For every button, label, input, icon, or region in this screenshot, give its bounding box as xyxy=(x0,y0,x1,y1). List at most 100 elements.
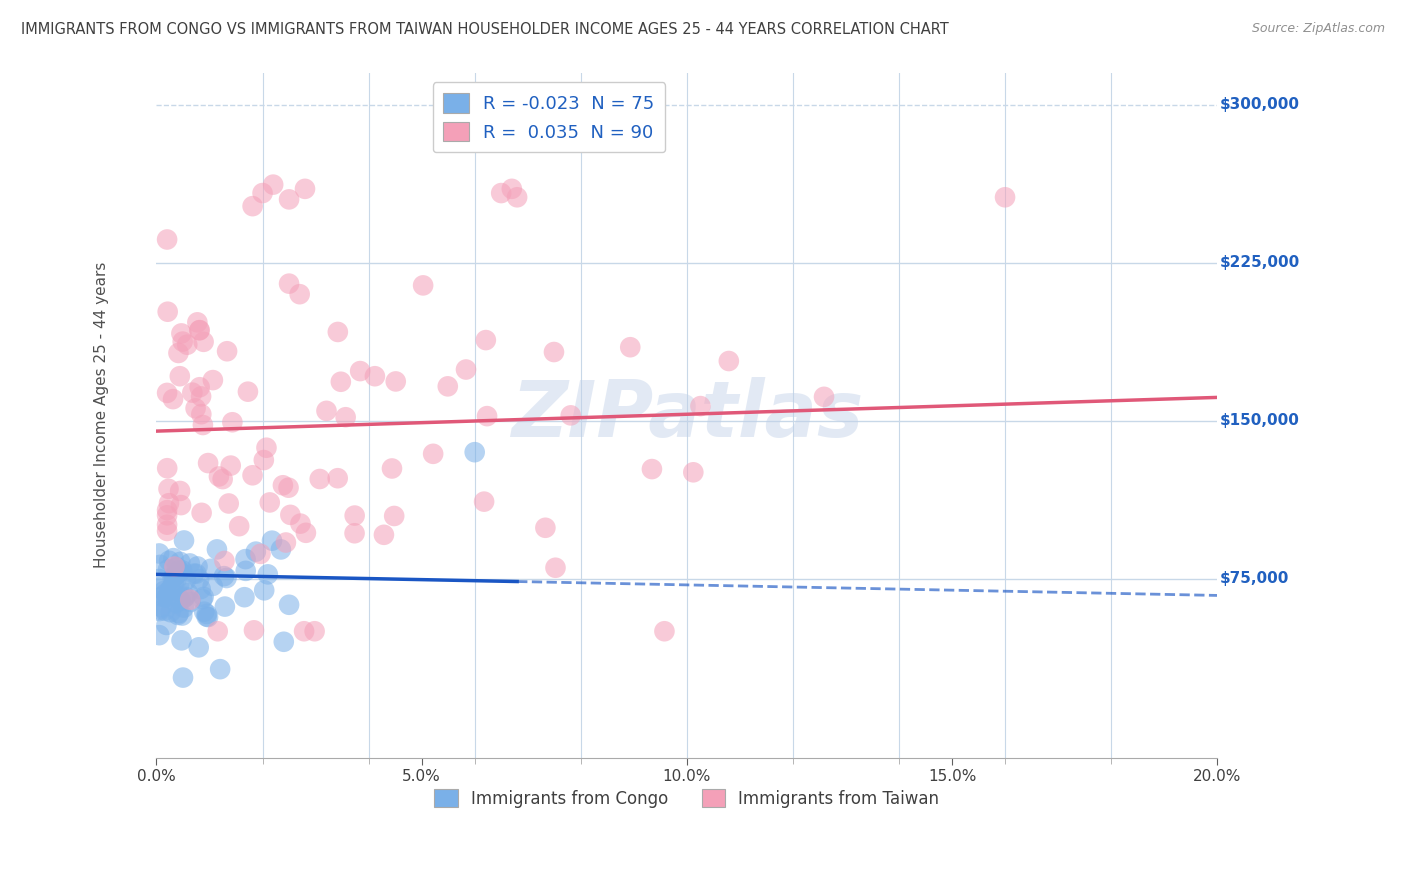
Point xyxy=(195,609,218,624)
Point xyxy=(148,602,170,616)
Point xyxy=(169,555,191,569)
Point xyxy=(292,624,315,639)
Point xyxy=(176,337,198,351)
Point xyxy=(364,369,387,384)
Point xyxy=(172,563,194,577)
Point xyxy=(343,526,366,541)
Point xyxy=(252,186,274,200)
Point xyxy=(148,604,170,618)
Point xyxy=(162,551,184,566)
Text: Source: ZipAtlas.com: Source: ZipAtlas.com xyxy=(1251,22,1385,36)
Point xyxy=(173,533,195,548)
Point xyxy=(619,340,641,354)
Point xyxy=(212,569,235,583)
Point xyxy=(253,453,276,467)
Point xyxy=(165,596,187,610)
Point xyxy=(349,364,371,378)
Point xyxy=(335,410,357,425)
Point xyxy=(218,496,240,510)
Point xyxy=(190,407,212,421)
Point xyxy=(148,581,170,595)
Point xyxy=(167,563,190,577)
Point xyxy=(190,582,212,596)
Point xyxy=(172,608,194,623)
Point xyxy=(157,562,180,576)
Point xyxy=(165,573,187,587)
Text: IMMIGRANTS FROM CONGO VS IMMIGRANTS FROM TAIWAN HOUSEHOLDER INCOME AGES 25 - 44 : IMMIGRANTS FROM CONGO VS IMMIGRANTS FROM… xyxy=(21,22,949,37)
Point xyxy=(186,315,208,329)
Point xyxy=(157,554,180,568)
Point xyxy=(654,624,676,639)
Point xyxy=(159,605,181,619)
Point xyxy=(188,380,211,394)
Text: ZIPatlas: ZIPatlas xyxy=(510,377,863,453)
Point xyxy=(717,354,740,368)
Point xyxy=(169,593,191,607)
Point xyxy=(326,325,349,339)
Point xyxy=(560,409,582,423)
Point xyxy=(156,385,179,400)
Point xyxy=(253,583,276,598)
Point xyxy=(179,592,201,607)
Point xyxy=(170,498,193,512)
Point xyxy=(994,190,1017,204)
Point xyxy=(188,323,211,337)
Point xyxy=(475,409,498,424)
Point xyxy=(382,508,405,523)
Point xyxy=(381,461,404,475)
Point xyxy=(153,584,176,599)
Point xyxy=(172,334,194,349)
Point xyxy=(641,462,664,476)
Point xyxy=(162,572,184,586)
Point xyxy=(209,662,232,676)
Point xyxy=(197,456,219,470)
Text: $150,000: $150,000 xyxy=(1219,413,1299,428)
Point xyxy=(155,586,177,600)
Point xyxy=(472,494,495,508)
Point xyxy=(506,190,529,204)
Point xyxy=(163,569,186,583)
Point xyxy=(150,600,173,615)
Point xyxy=(245,544,267,558)
Point xyxy=(436,379,458,393)
Point xyxy=(278,598,301,612)
Point xyxy=(169,369,191,384)
Point xyxy=(277,481,299,495)
Point xyxy=(162,392,184,406)
Point xyxy=(249,547,271,561)
Point xyxy=(169,483,191,498)
Point xyxy=(221,415,243,429)
Point xyxy=(308,472,330,486)
Point xyxy=(205,542,228,557)
Point xyxy=(186,559,208,574)
Point xyxy=(173,600,195,615)
Point xyxy=(214,554,236,568)
Point xyxy=(193,605,215,619)
Point xyxy=(256,567,278,582)
Point xyxy=(166,560,188,574)
Point xyxy=(148,628,170,642)
Point xyxy=(278,193,301,207)
Point xyxy=(262,178,284,192)
Point xyxy=(156,232,179,246)
Point xyxy=(157,589,180,603)
Point xyxy=(280,508,302,522)
Point xyxy=(235,564,257,578)
Point xyxy=(166,566,188,581)
Point xyxy=(156,461,179,475)
Point xyxy=(243,624,266,638)
Point xyxy=(214,599,236,614)
Point xyxy=(149,558,172,572)
Point xyxy=(156,508,179,523)
Point xyxy=(343,508,366,523)
Point xyxy=(534,521,557,535)
Point xyxy=(148,572,170,586)
Point xyxy=(169,592,191,607)
Point xyxy=(184,401,207,416)
Point xyxy=(236,384,259,399)
Point xyxy=(180,595,202,609)
Point xyxy=(169,577,191,591)
Point xyxy=(273,634,295,648)
Point xyxy=(201,373,224,387)
Point xyxy=(188,323,211,337)
